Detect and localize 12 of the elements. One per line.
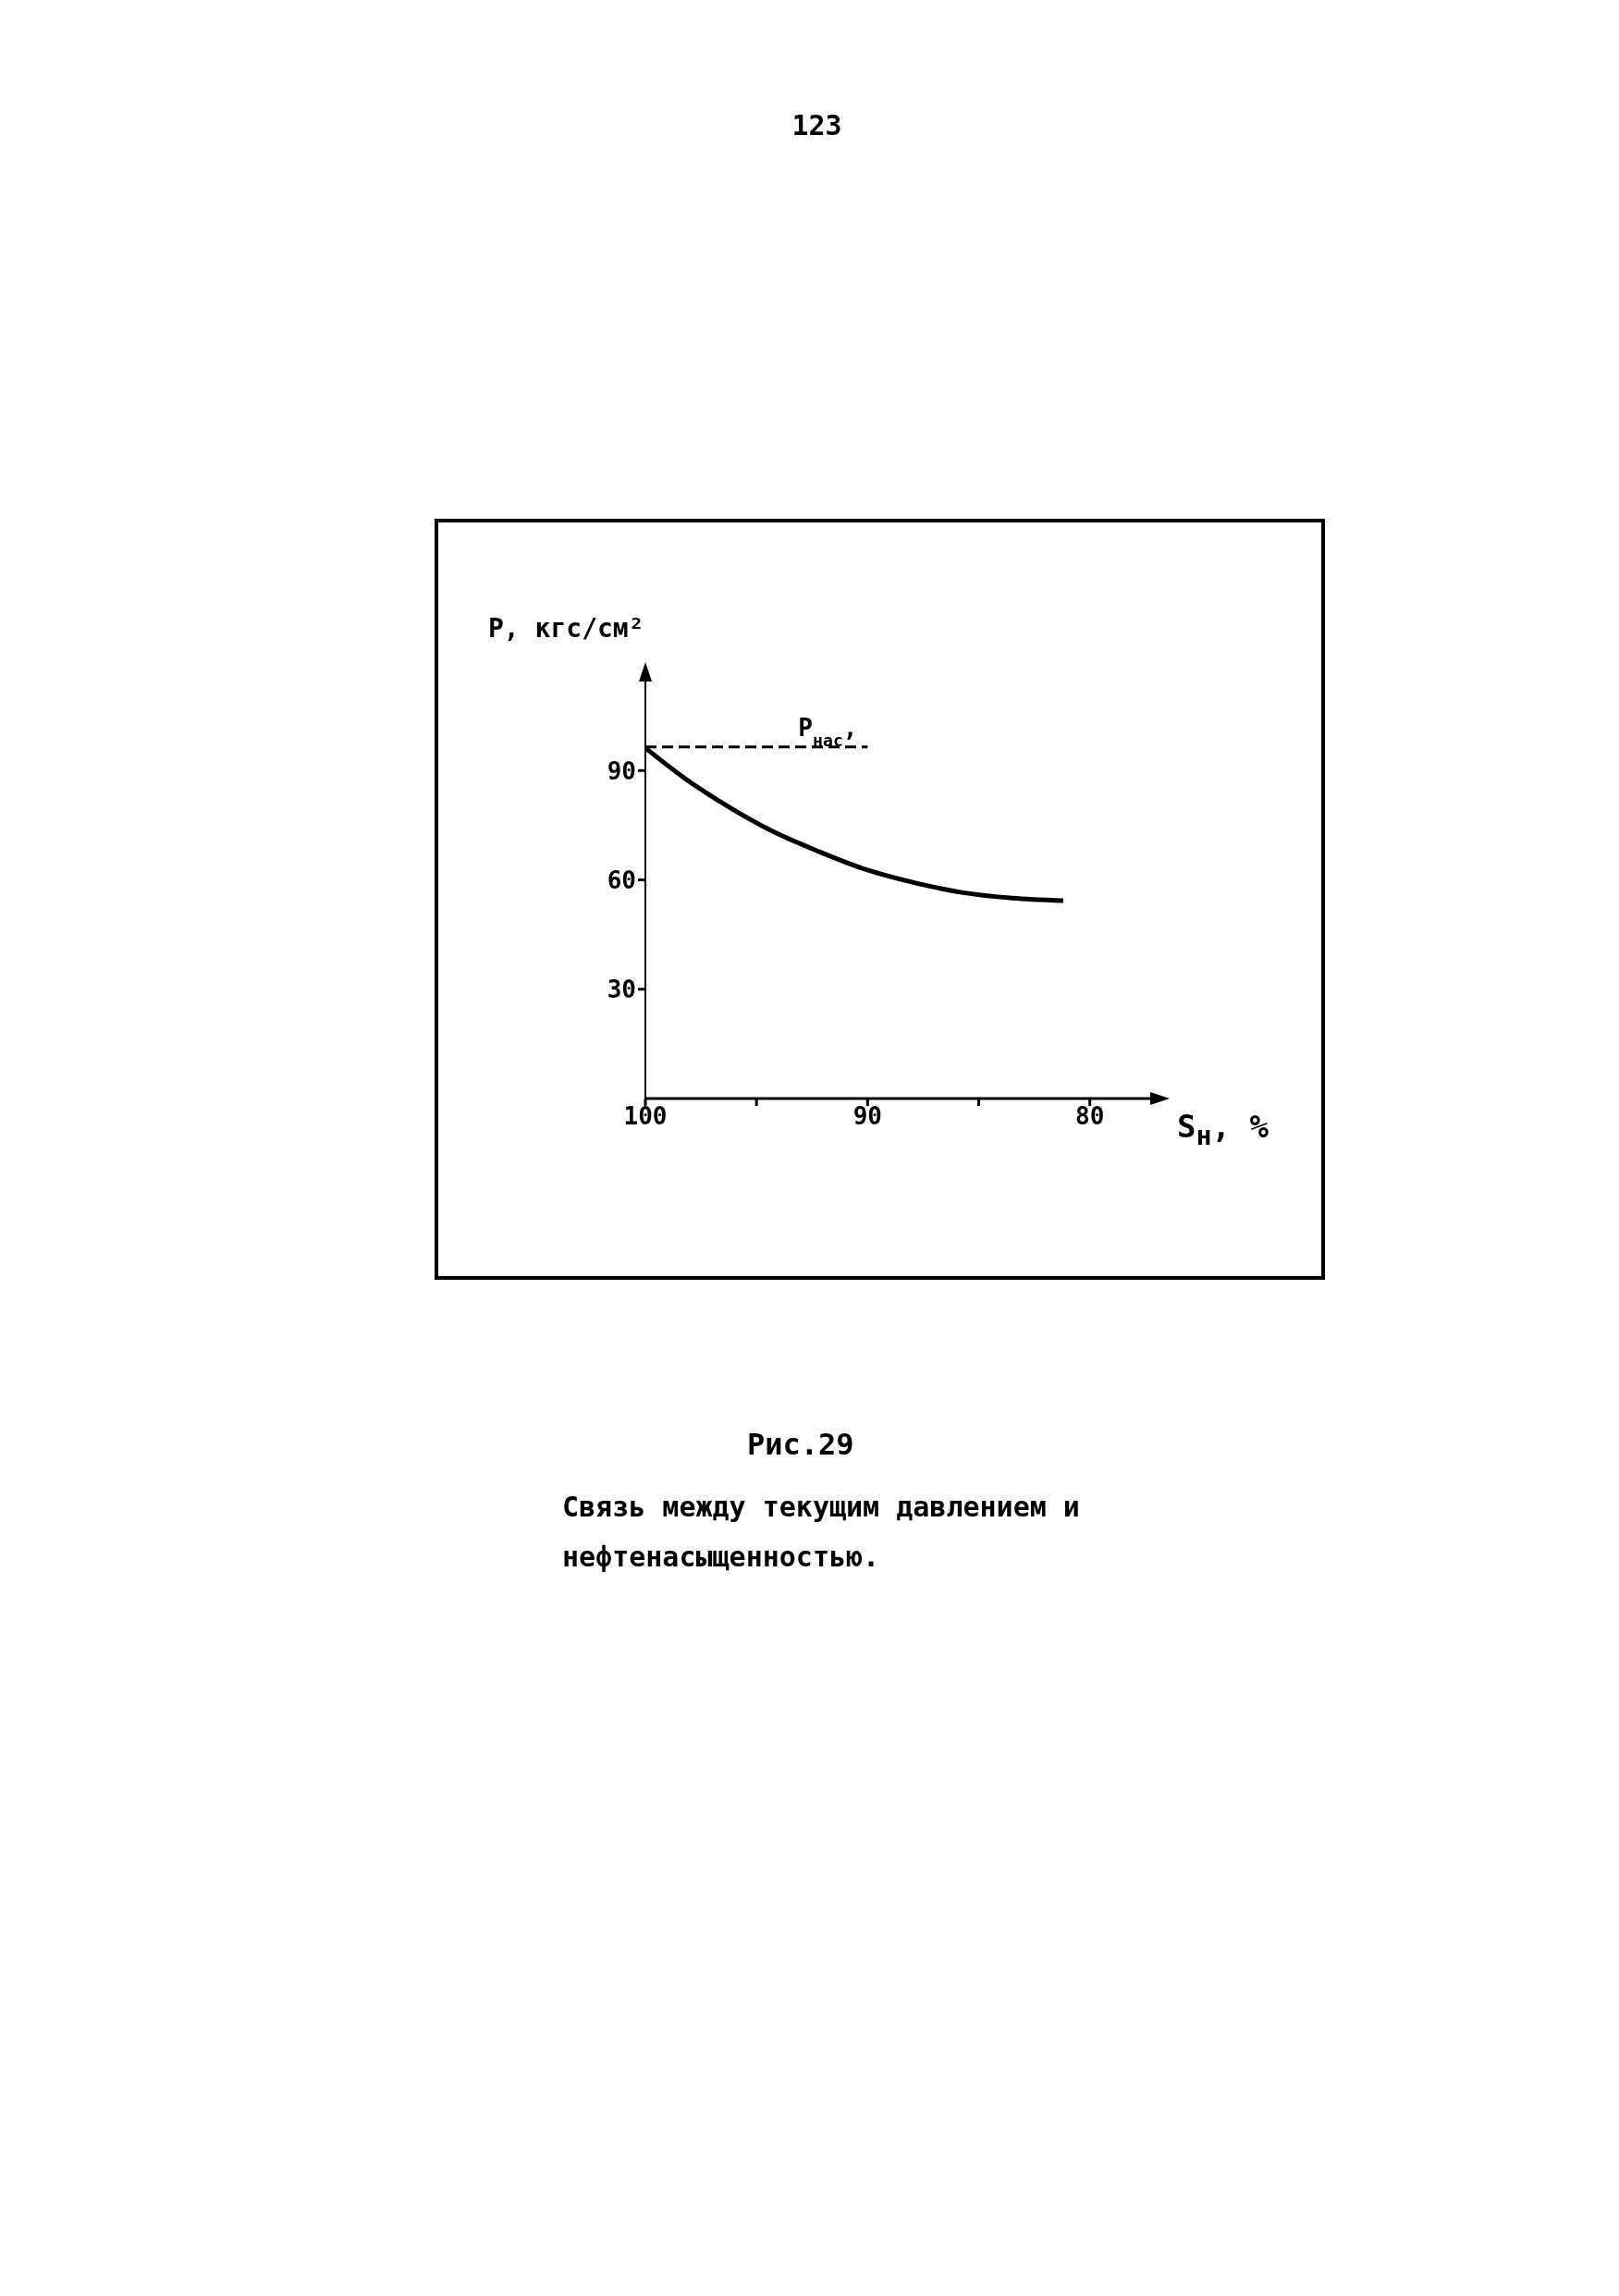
x-tick-label: 100	[623, 1102, 668, 1131]
series-label: P$_{нас}$,	[798, 713, 858, 750]
y-tick-label: 30	[607, 976, 636, 1004]
text: 123	[791, 109, 843, 141]
x-tick-label: 90	[852, 1102, 882, 1131]
text: Связь между текущим давлением и нефтенасыщенностью.	[562, 1490, 1081, 1575]
x-axis-title: S$_{н}$, %	[1177, 1108, 1269, 1151]
text: Рис.29	[747, 1427, 854, 1462]
y-axis-title: P, кгс/см²	[488, 613, 644, 644]
x-tick-label: 80	[1075, 1102, 1105, 1131]
y-tick-label: 90	[607, 756, 636, 785]
y-tick-label: 60	[607, 866, 636, 894]
